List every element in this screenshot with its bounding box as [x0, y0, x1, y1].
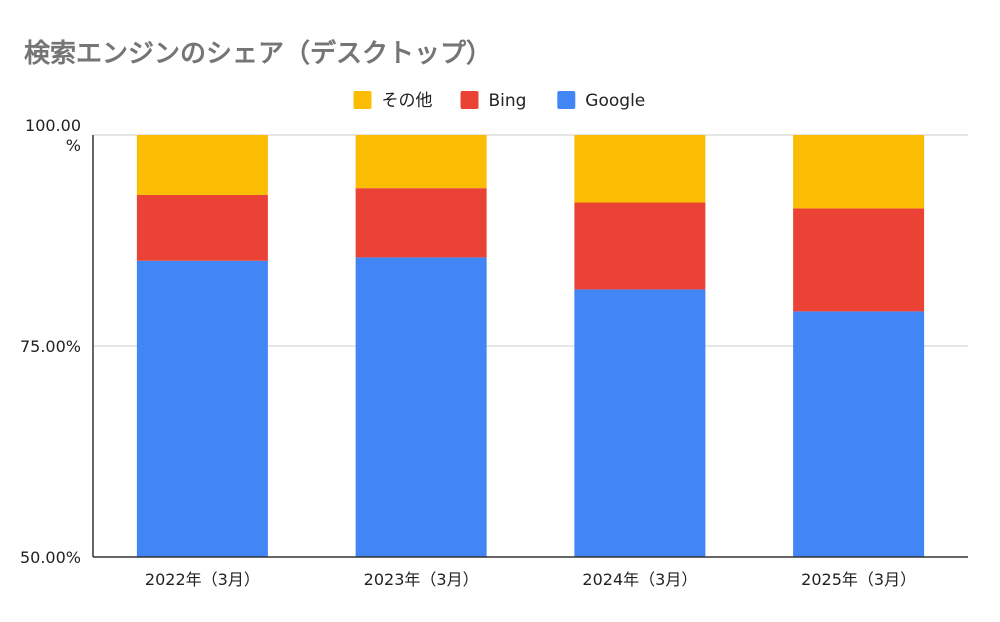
y-tick-label-2: 50.00%	[20, 548, 81, 567]
bar-bing-2	[355, 188, 487, 258]
bars	[136, 135, 925, 557]
y-tick-label-1: 75.00%	[20, 337, 81, 356]
bar-その他-3	[574, 135, 706, 203]
bar-google-4	[793, 311, 925, 557]
x-tick-label-1: 2022年（3月）	[145, 570, 260, 589]
bar-その他-2	[355, 135, 487, 189]
legend-swatch-その他	[353, 91, 372, 109]
bar-bing-4	[793, 208, 925, 312]
legend: その他 Bing Google	[353, 91, 645, 111]
y-tick-label-0-line-1: 100.00	[25, 116, 81, 135]
bar-google-2	[355, 257, 487, 557]
chart-title: 検索エンジンのシェア（デスクトップ）	[24, 38, 492, 69]
y-tick-labels: 100.00% 75.00% 50.00%	[20, 116, 81, 567]
legend-label-bing: Bing	[489, 91, 527, 111]
x-tick-label-4: 2025年（3月）	[801, 570, 916, 589]
bar-その他-1	[136, 135, 268, 195]
legend-swatch-bing	[460, 91, 479, 109]
bar-その他-4	[793, 135, 925, 209]
axes	[92, 135, 968, 558]
x-tick-label-2: 2023年（3月）	[364, 570, 479, 589]
y-tick-label-0-line-2: %	[66, 136, 81, 155]
bar-google-1	[136, 260, 268, 557]
bar-bing-3	[574, 202, 706, 290]
x-tick-labels: 2022年（3月） 2023年（3月） 2024年（3月） 2025年（3月）	[145, 570, 916, 589]
legend-swatch-google	[557, 91, 576, 109]
x-tick-label-3: 2024年（3月）	[582, 570, 697, 589]
legend-label-その他: その他	[382, 91, 433, 111]
bar-bing-1	[136, 194, 268, 261]
bar-google-3	[574, 289, 706, 557]
legend-label-google: Google	[585, 91, 645, 111]
